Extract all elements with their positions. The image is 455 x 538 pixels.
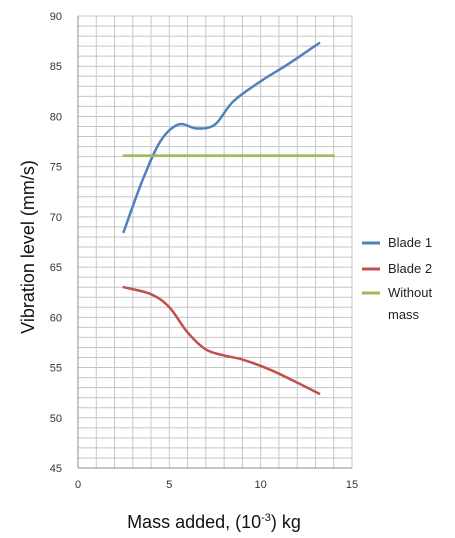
grid	[77, 15, 353, 469]
x-axis-title-exponent: -3	[261, 512, 271, 524]
legend-label-line: Without	[388, 285, 432, 300]
y-tick-label: 90	[50, 11, 62, 23]
x-tick-label: 10	[255, 479, 267, 491]
series-line-blade-2	[122, 285, 321, 395]
x-axis-title-unit: ) kg	[271, 512, 301, 532]
legend-label-blade-1: Blade 1	[388, 235, 432, 250]
x-axis-title-main: Mass added, (10	[127, 512, 261, 532]
y-tick-label: 60	[50, 312, 62, 324]
series-line-blade-1	[122, 41, 321, 234]
y-tick-label: 45	[50, 463, 62, 475]
legend-label-blade-2: Blade 2	[388, 261, 432, 276]
x-tick-label: 15	[346, 479, 358, 491]
x-tick-label: 0	[75, 479, 81, 491]
tick-labels: 45 50 55 60 65 70 75 80 85 90 0 5 10 15	[50, 11, 358, 491]
y-tick-label: 55	[50, 363, 62, 375]
x-tick-label: 5	[166, 479, 172, 491]
y-tick-label: 75	[50, 162, 62, 174]
y-tick-label: 80	[50, 111, 62, 123]
y-axis-title: Vibration level (mm/s)	[18, 160, 38, 334]
axes	[77, 16, 352, 469]
series-lines	[122, 41, 335, 395]
y-tick-label: 85	[50, 61, 62, 73]
y-tick-label: 65	[50, 262, 62, 274]
x-axis-title: Mass added, (10-3) kg	[127, 512, 301, 532]
legend-label-line: mass	[388, 307, 420, 322]
legend-label-without-mass: Without mass	[388, 285, 432, 322]
y-tick-label: 50	[50, 413, 62, 425]
y-tick-label: 70	[50, 212, 62, 224]
legend: Blade 1 Blade 2 Without mass	[362, 235, 432, 322]
